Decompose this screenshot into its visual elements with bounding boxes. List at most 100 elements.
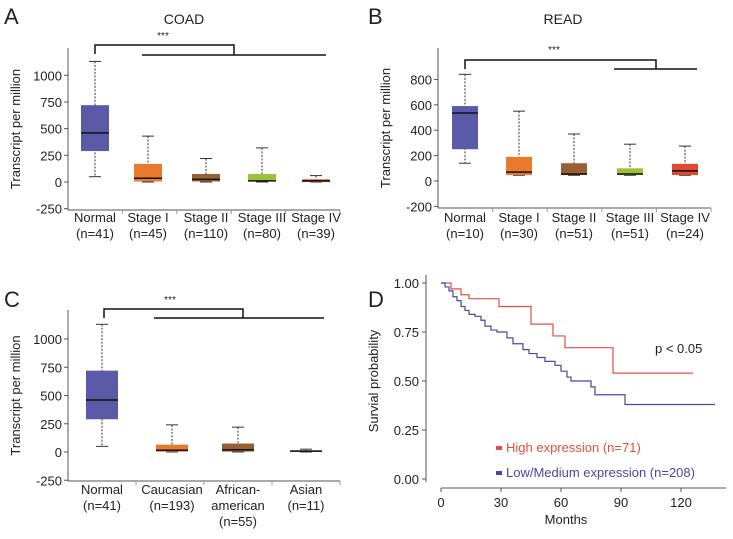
y-tick-label: 800 [410, 72, 432, 87]
y-tick-label: 1000 [33, 68, 62, 83]
panel-d: D 0.00 0.25 0.50 0.75 1.00 0 30 60 90 120 Months Sur… [366, 275, 726, 527]
y-tick-label: 0 [425, 174, 432, 189]
y-tick-label: 250 [40, 417, 62, 432]
x-tick-label: 60 [554, 495, 568, 510]
panel-letter: A [4, 4, 19, 29]
box-4 [302, 175, 330, 183]
y-tick-label: 1.00 [394, 276, 419, 291]
y-tick-label: 750 [40, 360, 62, 375]
category-count: (n=41) [83, 498, 121, 513]
category-label: African- [216, 482, 261, 497]
legend-swatch [496, 446, 502, 450]
box-iqr [192, 173, 220, 182]
category-label: Stage III [606, 210, 654, 225]
category-count: (n=24) [666, 226, 704, 241]
box-iqr [222, 443, 254, 452]
significance-bracket [94, 44, 235, 55]
category-count: (n=45) [129, 226, 167, 241]
box-2 [561, 133, 587, 176]
box-iqr [81, 105, 109, 152]
y-tick-label: 1000 [33, 332, 62, 347]
x-tick-label: 30 [494, 495, 508, 510]
x-tick-label: 0 [437, 495, 444, 510]
category-label: Stage I [498, 210, 539, 225]
box-iqr [86, 370, 118, 420]
box-iqr [617, 168, 643, 176]
category-label: Normal [74, 210, 116, 225]
y-axis-label: Transcript per million [378, 68, 393, 188]
y-tick-label: 400 [410, 123, 432, 138]
box-2 [192, 158, 220, 183]
category-label: Stage IV [291, 210, 341, 225]
category-count: (n=193) [149, 498, 194, 513]
category-label: Stage IV [660, 210, 710, 225]
box-3 [290, 448, 322, 453]
panel-a: A COAD -250 0 250 500 750 1000 Transcript per mi… [4, 4, 341, 241]
category-label: Normal [81, 482, 123, 497]
box-1 [506, 110, 532, 176]
y-tick-label: -250 [36, 473, 62, 488]
x-axis-label: Months [545, 512, 588, 527]
category-count: (n=51) [611, 226, 649, 241]
box-iqr [134, 163, 162, 182]
y-axis-label: Transcript per million [8, 335, 23, 455]
category-label: Stage I [127, 210, 168, 225]
box-3 [248, 147, 276, 183]
category-label: Normal [444, 210, 486, 225]
significance-bracket [464, 59, 657, 69]
panel-letter: C [4, 287, 20, 312]
box-iqr [156, 444, 188, 452]
y-tick-label: 0 [55, 175, 62, 190]
y-tick-label: 500 [40, 122, 62, 137]
significance-stars: *** [164, 295, 176, 306]
y-tick-label: 0.25 [394, 423, 419, 438]
box-1 [134, 135, 162, 183]
box-0 [452, 73, 478, 164]
category-label: american [211, 498, 264, 513]
survival-curve-low [441, 282, 715, 406]
box-iqr [672, 163, 698, 176]
category-count: (n=11) [288, 498, 325, 513]
significance-bracket [103, 308, 244, 318]
chart-title: READ [544, 11, 583, 27]
y-axis-label: Survial probability [366, 329, 381, 432]
panel-letter: D [368, 287, 384, 312]
y-tick-label: 250 [40, 148, 62, 163]
panel-letter: B [368, 4, 383, 29]
y-tick-label: 600 [410, 98, 432, 113]
survival-curve-high [441, 282, 693, 374]
category-label: Asian [290, 482, 323, 497]
y-tick-label: 0.50 [394, 374, 419, 389]
box-iqr [561, 163, 587, 176]
panel-b: B READ -200 0 200 400 600 800 Transcript per mil… [368, 4, 712, 241]
p-value-annotation: p < 0.05 [655, 341, 702, 356]
y-tick-label: 0.75 [394, 325, 419, 340]
category-count: (n=41) [76, 226, 114, 241]
panel-c: C -250 0 250 500 750 1000 Transcript per millio… [4, 287, 341, 529]
category-label: Stage II [184, 210, 229, 225]
y-tick-label: -200 [406, 199, 432, 214]
category-count: (n=10) [446, 226, 484, 241]
category-count: (n=30) [500, 226, 538, 241]
legend-swatch [496, 471, 502, 475]
chart-title: COAD [164, 11, 204, 27]
legend-label: High expression (n=71) [506, 440, 641, 455]
y-tick-label: 0.00 [394, 472, 419, 487]
x-tick-label: 90 [614, 495, 628, 510]
box-3 [617, 143, 643, 176]
box-2 [222, 426, 254, 453]
legend-label: Low/Medium expression (n=208) [506, 465, 695, 480]
box-0 [86, 323, 118, 447]
box-0 [81, 60, 109, 178]
x-tick-label: 120 [670, 495, 692, 510]
y-tick-label: 500 [40, 389, 62, 404]
y-tick-label: 750 [40, 95, 62, 110]
category-label: Caucasian [141, 482, 202, 497]
category-count: (n=110) [184, 226, 228, 241]
box-iqr [248, 173, 276, 182]
significance-stars: *** [157, 31, 169, 42]
significance-stars: *** [548, 45, 560, 56]
y-axis-label: Transcript per million [8, 69, 23, 189]
